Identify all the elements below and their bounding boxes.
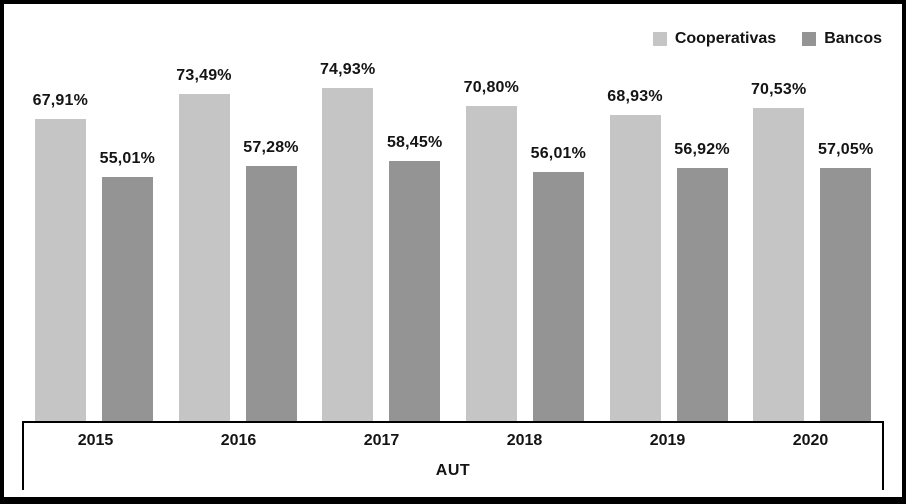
value-label-bancos-2019: 56,92% [674, 141, 730, 158]
value-label-cooperativas-2017: 74,93% [319, 61, 376, 78]
bar-bancos-2016 [245, 166, 297, 421]
value-label-cooperativas-2016: 73,49% [176, 67, 232, 85]
bar-wrap-bancos-2020: 57,05% [817, 140, 874, 421]
plot-area: 67,91% 55,01% 73,49% 57,28% 74,93% 58,45% 70,8… [22, 4, 884, 423]
legend-item-bancos: Bancos [802, 30, 882, 48]
value-label-bancos-2018: 56,01% [530, 145, 587, 163]
bar-wrap-bancos-2017: 58,45% [386, 134, 443, 421]
bar-wrap-bancos-2015: 55,01% [99, 149, 156, 421]
bar-cooperativas-2016 [178, 94, 230, 421]
bar-wrap-cooperativas-2015: 67,91% [32, 92, 89, 421]
value-label-bancos-2020: 57,05% [817, 140, 874, 158]
x-axis-label-2018: 2018 [506, 432, 543, 449]
value-label-bancos-2016: 57,28% [243, 139, 299, 157]
legend-swatch-icon [652, 32, 667, 46]
legend-label: Cooperativas [674, 30, 777, 47]
x-axis-label-2016: 2016 [220, 432, 257, 449]
legend-item-cooperativas: Cooperativas [652, 30, 777, 48]
bar-group-2018: 70,80% 56,01% [453, 4, 597, 421]
bar-cooperativas-2019 [609, 114, 661, 421]
bar-wrap-bancos-2019: 56,92% [674, 141, 730, 421]
x-axis-title: AUT [435, 462, 471, 479]
bar-bancos-2020 [820, 167, 872, 421]
bar-bancos-2017 [389, 161, 441, 421]
x-axis-category-row: 2015 2016 2017 2018 2019 2020 [24, 423, 882, 450]
bar-wrap-cooperativas-2019: 68,93% [607, 87, 663, 421]
bar-cooperativas-2015 [34, 119, 86, 421]
bar-group-2016: 73,49% 57,28% [166, 4, 310, 421]
bar-group-2015: 67,91% 55,01% [22, 4, 166, 421]
x-axis-label-2020: 2020 [792, 432, 829, 449]
x-axis-label-2015: 2015 [77, 432, 114, 449]
bar-group-2020: 70,53% 57,05% [740, 4, 884, 421]
value-label-bancos-2017: 58,45% [386, 134, 443, 152]
bar-group-2017: 74,93% 58,45% [309, 4, 453, 421]
bar-cooperativas-2017 [322, 88, 374, 421]
value-label-cooperativas-2015: 67,91% [32, 92, 89, 110]
x-axis-label-2017: 2017 [363, 432, 400, 449]
value-label-bancos-2015: 55,01% [99, 149, 156, 167]
chart-legend: Cooperativas Bancos [652, 30, 882, 48]
bar-wrap-cooperativas-2017: 74,93% [319, 61, 376, 421]
value-label-cooperativas-2018: 70,80% [463, 79, 520, 97]
bar-bancos-2018 [532, 172, 584, 421]
bar-bancos-2019 [676, 168, 728, 421]
legend-label: Bancos [824, 30, 882, 47]
value-label-cooperativas-2019: 68,93% [607, 87, 663, 105]
bar-cooperativas-2018 [465, 106, 517, 421]
bar-wrap-bancos-2016: 57,28% [243, 139, 299, 421]
x-axis-box: 2015 2016 2017 2018 2019 2020 AUT [22, 423, 884, 490]
bar-cooperativas-2020 [753, 107, 805, 421]
bar-wrap-cooperativas-2020: 70,53% [750, 80, 807, 421]
value-label-cooperativas-2020: 70,53% [750, 80, 807, 98]
bar-wrap-bancos-2018: 56,01% [530, 145, 587, 421]
bar-group-2019: 68,93% 56,92% [597, 4, 741, 421]
bar-wrap-cooperativas-2018: 70,80% [463, 79, 520, 421]
x-axis-label-2019: 2019 [649, 432, 686, 449]
bar-wrap-cooperativas-2016: 73,49% [176, 67, 232, 421]
bar-bancos-2015 [101, 176, 153, 421]
legend-swatch-icon [802, 32, 817, 46]
